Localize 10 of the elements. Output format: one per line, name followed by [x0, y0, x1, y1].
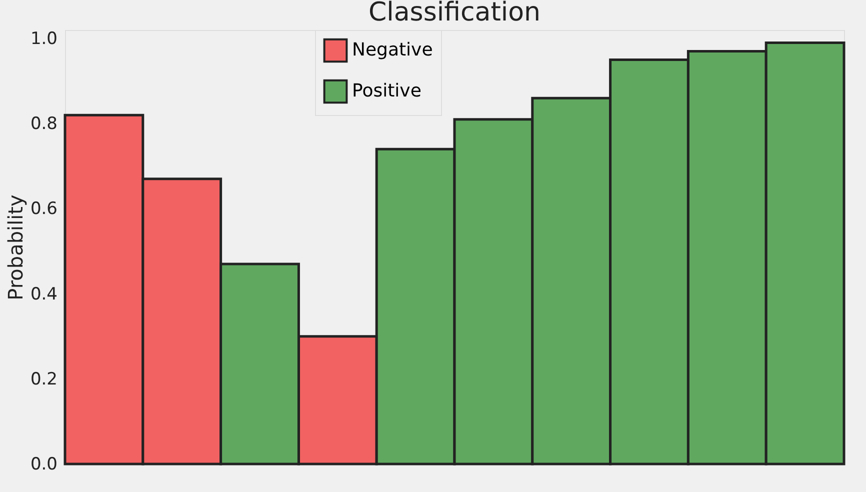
y-tick-label: 0.4	[30, 284, 58, 304]
y-tick-label: 0.0	[30, 454, 58, 474]
y-tick-label: 1.0	[30, 29, 58, 50]
chart-title: Classification	[368, 0, 541, 28]
legend-label: Positive	[352, 80, 422, 102]
legend-label: Negative	[352, 40, 433, 60]
y-tick-label: 0.6	[30, 199, 58, 220]
y-tick-label: 0.8	[30, 114, 58, 134]
y-tick-label: 0.2	[30, 369, 58, 390]
y-axis-title: Probability	[3, 194, 28, 300]
